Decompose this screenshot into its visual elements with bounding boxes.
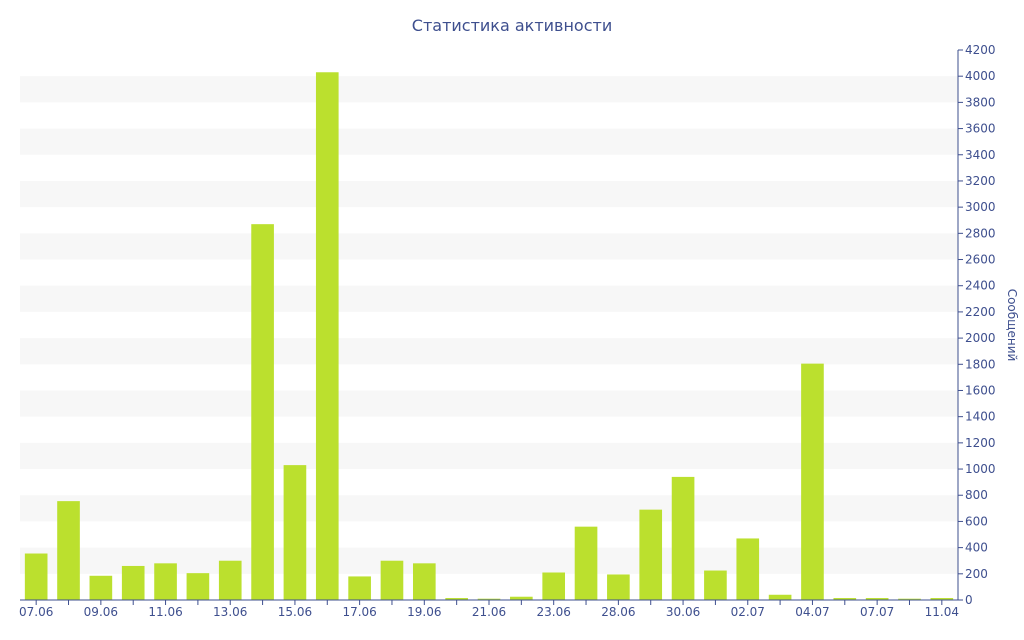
y-tick-label: 3600: [965, 122, 996, 136]
bar-13.06[interactable]: [218, 560, 242, 600]
y-tick-label: 3400: [965, 148, 996, 162]
y-tick-label: 200: [965, 567, 988, 581]
x-tick-label: 04.07: [795, 605, 829, 619]
x-tick-label: 09.06: [84, 605, 118, 619]
bar-07.07[interactable]: [865, 598, 889, 600]
y-tick-label: 400: [965, 541, 988, 555]
bar-12.06[interactable]: [186, 573, 210, 600]
bar-09.06[interactable]: [89, 575, 113, 600]
bar-21.06[interactable]: [477, 598, 501, 600]
grid-band: [20, 128, 958, 155]
y-tick-label: 4200: [965, 43, 996, 57]
x-tick-label: 11.06: [148, 605, 182, 619]
bar-17.06[interactable]: [348, 576, 371, 600]
bar-02.07[interactable]: [736, 538, 760, 600]
bar-20.06[interactable]: [445, 598, 468, 600]
y-tick-label: 800: [965, 488, 988, 502]
y-tick-label: 3000: [965, 200, 996, 214]
bar-03.07[interactable]: [768, 594, 792, 600]
bar-10.06[interactable]: [121, 565, 145, 600]
bar-11.06[interactable]: [154, 563, 177, 600]
y-tick-label: 2400: [965, 279, 996, 293]
bar-05.07[interactable]: [833, 598, 857, 600]
bar-01.07[interactable]: [704, 570, 727, 600]
grid-band: [20, 180, 958, 208]
bar-29.06[interactable]: [639, 509, 663, 600]
bar-16.06[interactable]: [315, 72, 339, 600]
y-tick-label: 3200: [965, 174, 996, 188]
grid-band: [20, 233, 958, 260]
x-tick-labels: 07.06 09.06 11.06 13.06 15.06 17.06 19.06 21.06…: [19, 600, 959, 619]
y-tick-label: 2200: [965, 305, 996, 319]
bar-14.06[interactable]: [251, 224, 274, 600]
y-tick-label: 600: [965, 514, 988, 528]
y-axis-label: Сообщений: [1005, 289, 1019, 362]
x-tick-label: 13.06: [213, 605, 247, 619]
y-tick-label: 1800: [965, 357, 996, 371]
x-tick-label: 21.06: [472, 605, 506, 619]
x-tick-label: 28.06: [601, 605, 635, 619]
y-tick-label: 0: [965, 593, 973, 607]
bar-11.04[interactable]: [930, 598, 954, 600]
y-tick-label: 4000: [965, 69, 996, 83]
bar-04.07[interactable]: [801, 363, 824, 600]
y-tick-label: 2000: [965, 331, 996, 345]
grid-band: [20, 285, 958, 312]
bars-group: [24, 72, 954, 601]
x-tick-label: 07.06: [19, 605, 53, 619]
y-tick-label: 1600: [965, 383, 996, 397]
x-tick-label: 23.06: [537, 605, 571, 619]
bar-28.06[interactable]: [607, 574, 630, 600]
bar-15.06[interactable]: [283, 465, 307, 600]
bar-22.06[interactable]: [510, 596, 533, 600]
bar-27.06[interactable]: [574, 526, 598, 600]
x-tick-label: 17.06: [342, 605, 376, 619]
x-tick-label: 11.04: [925, 605, 959, 619]
y-tick-labels: 0 200 400 600 800 1000 1200 1400 1600 1800 2000 220…: [958, 43, 996, 607]
bar-18.06[interactable]: [380, 560, 404, 600]
chart-title: Статистика активности: [412, 16, 612, 35]
y-tick-label: 3800: [965, 95, 996, 109]
y-tick-label: 1400: [965, 410, 996, 424]
x-tick-label: 30.06: [666, 605, 700, 619]
x-tick-label: 07.07: [860, 605, 894, 619]
grid-band: [20, 76, 958, 103]
bar-10.04[interactable]: [898, 598, 921, 600]
x-tick-label: 19.06: [407, 605, 441, 619]
bar-07.06[interactable]: [24, 553, 48, 600]
x-tick-label: 02.07: [731, 605, 765, 619]
y-tick-label: 1200: [965, 436, 996, 450]
y-tick-label: 2600: [965, 253, 996, 267]
bar-30.06[interactable]: [671, 476, 695, 600]
bar-23.06[interactable]: [542, 572, 566, 601]
bar-19.06[interactable]: [412, 563, 436, 600]
grid-band: [20, 338, 958, 365]
bar-08.06[interactable]: [57, 501, 80, 600]
y-tick-label: 1000: [965, 462, 996, 476]
y-tick-label: 2800: [965, 226, 996, 240]
x-tick-label: 15.06: [278, 605, 312, 619]
